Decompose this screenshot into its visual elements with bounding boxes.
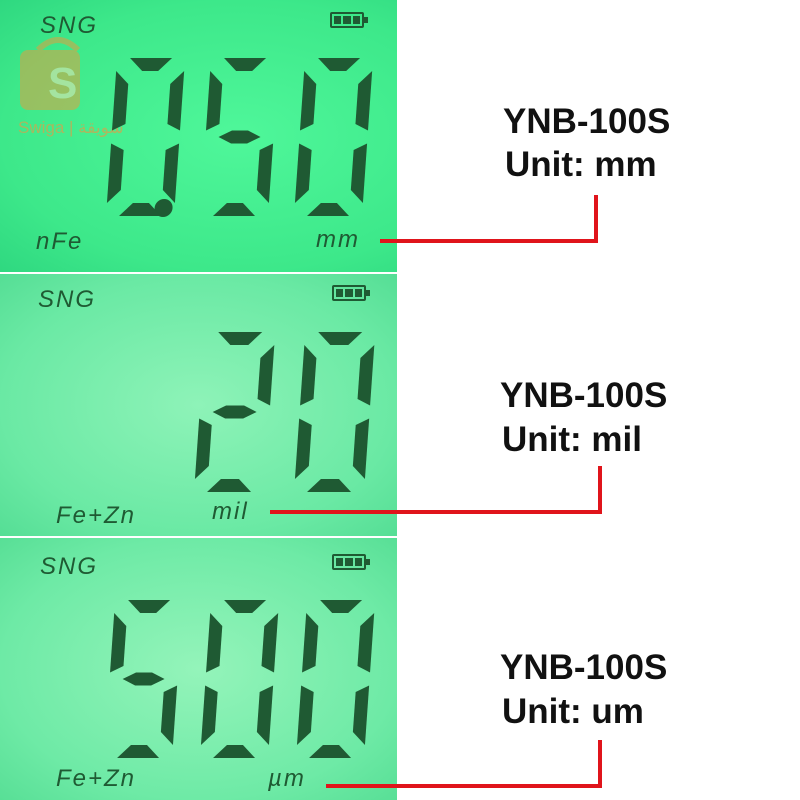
segment-d [309, 745, 352, 758]
leader-line [380, 239, 598, 243]
segment-g [122, 672, 165, 686]
mode-label: Fe+Zn [56, 502, 137, 529]
segment-f [302, 613, 319, 673]
brand-label: SNG [40, 553, 99, 580]
segment-a [224, 58, 267, 71]
unit-display: mm [316, 226, 360, 253]
segment-g [212, 405, 257, 419]
segment-a [130, 58, 173, 71]
model-label: YNB-100S [500, 376, 668, 415]
reading-1 [194, 332, 375, 492]
leader-line [326, 784, 602, 788]
segment-f [206, 613, 223, 673]
segment-a [318, 332, 363, 345]
decimal-point [154, 199, 173, 217]
segment-d [307, 203, 350, 216]
segment-d [117, 745, 160, 758]
segment-d [307, 479, 352, 492]
segment-b [167, 71, 185, 131]
segment-b [261, 613, 279, 673]
reading-0 [106, 58, 373, 217]
digit-0 [294, 332, 375, 492]
battery-icon [332, 554, 370, 570]
segment-a [320, 600, 363, 613]
leader-line [270, 510, 602, 514]
segment-f [299, 71, 317, 131]
segment-e [106, 143, 124, 203]
segment-c [350, 143, 368, 203]
leader-line [594, 195, 598, 243]
segment-c [160, 685, 178, 745]
segment-c [162, 143, 180, 203]
segment-e [194, 418, 212, 479]
battery-icon [332, 285, 370, 301]
model-label: YNB-100S [500, 648, 668, 687]
segment-a [224, 600, 267, 613]
segment-f [110, 613, 127, 673]
lcd-panel-mm [0, 0, 397, 272]
segment-b [357, 613, 375, 673]
unit-display: µm [268, 765, 306, 792]
segment-e [200, 685, 218, 745]
segment-c [256, 685, 274, 745]
segment-b [257, 345, 275, 406]
segment-d [207, 479, 252, 492]
watermark-logo-icon: S [20, 37, 81, 110]
digit-2 [194, 332, 275, 492]
leader-line [598, 466, 602, 514]
brand-label: SNG [40, 12, 99, 39]
segment-d [213, 745, 256, 758]
segment-e [294, 418, 312, 479]
brand-label: SNG [38, 286, 97, 313]
digit-5 [110, 600, 178, 758]
segment-g [218, 130, 261, 144]
segment-b [357, 345, 375, 406]
segment-d [119, 203, 162, 216]
model-label: YNB-100S [503, 102, 671, 141]
digit-5 [205, 58, 274, 216]
digit-0 [200, 600, 279, 758]
digit-0 [294, 58, 373, 216]
segment-f [205, 71, 223, 131]
segment-a [218, 332, 263, 345]
unit-label: Unit: um [502, 692, 644, 731]
segment-c [352, 685, 370, 745]
unit-label: Unit: mil [502, 420, 642, 459]
mode-label: nFe [36, 228, 84, 255]
segment-c [256, 143, 274, 203]
segment-f [111, 71, 129, 131]
segment-a [128, 600, 171, 613]
segment-e [296, 685, 314, 745]
segment-a [318, 58, 361, 71]
segment-f [300, 345, 317, 406]
digit-0 [296, 600, 375, 758]
battery-icon [330, 12, 368, 28]
digit-0 [106, 58, 185, 216]
mode-label: Fe+Zn [56, 765, 137, 792]
segment-e [294, 143, 312, 203]
svg-text:S: S [48, 59, 77, 108]
watermark-text: Swiga | سويقة [18, 118, 124, 137]
leader-line [598, 740, 602, 788]
segment-d [213, 203, 256, 216]
segment-b [355, 71, 373, 131]
unit-label: Unit: mm [505, 145, 657, 184]
segment-c [352, 418, 370, 479]
reading-2 [110, 600, 375, 758]
unit-display: mil [212, 498, 249, 525]
lcd-panel-mil [0, 274, 397, 536]
